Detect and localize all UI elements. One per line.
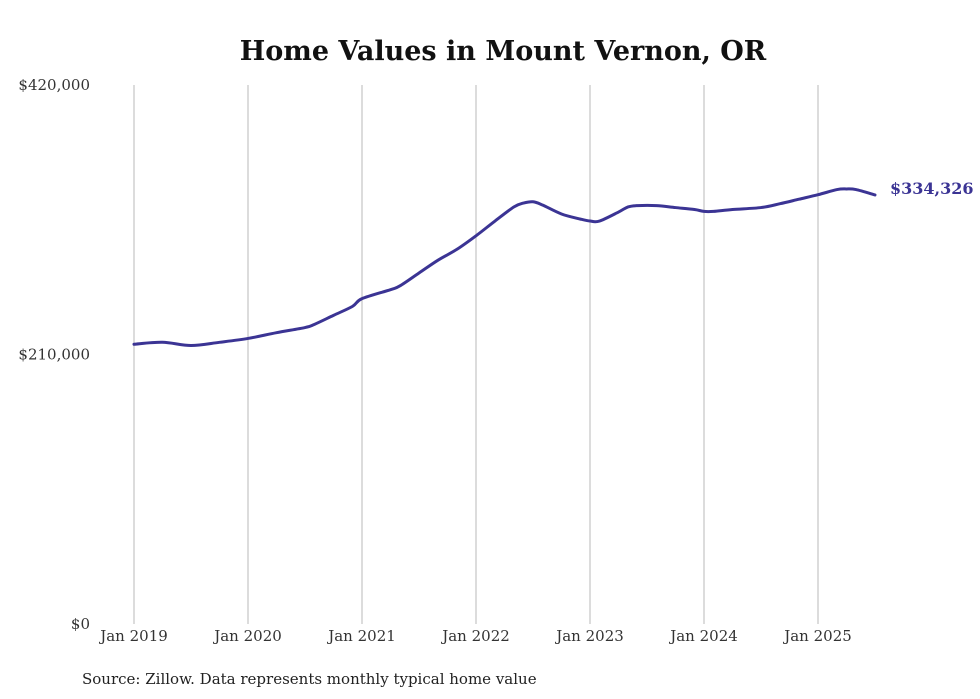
x-tick-label: Jan 2020 [212,627,282,645]
chart-title: Home Values in Mount Vernon, OR [240,36,767,67]
gridlines [133,85,819,624]
x-tick-label: Jan 2019 [98,627,168,645]
x-tick-label: Jan 2023 [554,627,624,645]
x-tick-label: Jan 2024 [668,627,738,645]
end-value-label: $334,326 [890,179,974,198]
y-axis-ticks: $0 $210,000 $420,000 [18,76,90,633]
x-axis-ticks: Jan 2019 Jan 2020 Jan 2021 Jan 2022 Jan 2023… [98,627,852,645]
y-tick-label: $210,000 [18,346,90,364]
y-tick-label: $420,000 [18,76,90,94]
x-tick-label: Jan 2021 [326,627,396,645]
series-line [132,187,877,348]
x-tick-label: Jan 2025 [782,627,852,645]
y-tick-label: $0 [71,615,90,633]
x-tick-label: Jan 2022 [440,627,510,645]
source-note: Source: Zillow. Data represents monthly … [82,670,537,688]
